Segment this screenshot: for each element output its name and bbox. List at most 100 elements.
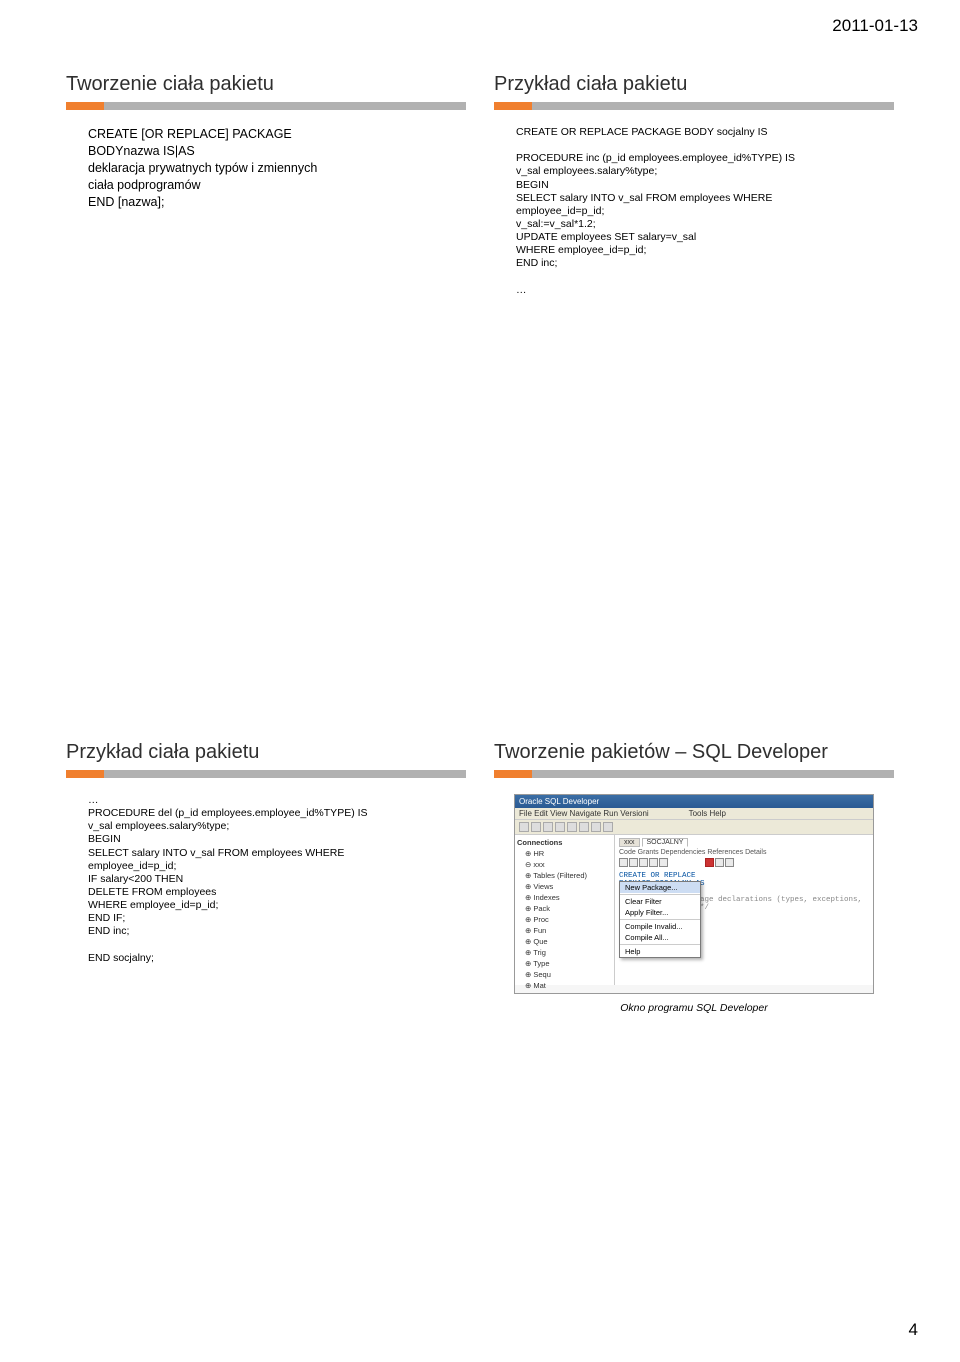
sqldev-screenshot: Oracle SQL Developer File Edit View Navi…	[514, 794, 874, 994]
slide-3-title: Przykład ciała pakietu	[66, 740, 466, 764]
editor-icon[interactable]	[619, 858, 628, 867]
line: DELETE FROM employees	[88, 886, 466, 899]
line: WHERE employee_id=p_id;	[516, 244, 894, 257]
tree-node[interactable]: ⊕ Que	[517, 936, 612, 947]
bar-muted	[532, 102, 894, 110]
ctx-item[interactable]: Compile Invalid...	[620, 921, 700, 932]
editor-icon[interactable]	[649, 858, 658, 867]
toolbar-icon[interactable]	[603, 822, 613, 832]
slide-4-caption: Okno programu SQL Developer	[494, 1002, 894, 1014]
bar-accent	[66, 770, 104, 778]
window-titlebar: Oracle SQL Developer	[515, 795, 873, 808]
toolbar-icon[interactable]	[519, 822, 529, 832]
editor-icon[interactable]	[639, 858, 648, 867]
line: BODYnazwa IS|AS	[88, 143, 466, 160]
toolbar-icon[interactable]	[555, 822, 565, 832]
toolbar-icon[interactable]	[579, 822, 589, 832]
toolbar-icon[interactable]	[543, 822, 553, 832]
line: SELECT salary INTO v_sal FROM employees …	[88, 847, 466, 860]
tree-node[interactable]: ⊕ Proc	[517, 914, 612, 925]
line: WHERE employee_id=p_id;	[88, 899, 466, 912]
line	[88, 938, 466, 951]
line: ciała podprogramów	[88, 177, 466, 194]
line: END inc;	[516, 257, 894, 270]
page-date: 2011-01-13	[832, 16, 918, 36]
tree-node[interactable]: ⊕ Type	[517, 958, 612, 969]
tree-node[interactable]: ⊕ Views	[517, 881, 612, 892]
line	[516, 270, 894, 283]
bar-accent	[66, 102, 104, 110]
slide-1-title: Tworzenie ciała pakietu	[66, 72, 466, 96]
ctx-item[interactable]: Help	[620, 946, 700, 957]
editor-icon-run[interactable]	[705, 858, 714, 867]
line: END socjalny;	[88, 952, 466, 965]
line: employee_id=p_id;	[516, 205, 894, 218]
bar-muted	[104, 102, 466, 110]
ctx-divider	[620, 919, 700, 920]
editor-tab[interactable]: xxx	[619, 838, 640, 847]
ctx-divider	[620, 894, 700, 895]
toolbar[interactable]	[515, 820, 873, 835]
slide-1: Tworzenie ciała pakietu CREATE [OR REPLA…	[66, 72, 466, 210]
slide-4: Tworzenie pakietów – SQL Developer Oracl…	[494, 740, 894, 1014]
line: IF salary<200 THEN	[88, 873, 466, 886]
editor-tabs[interactable]: xxx SOCJALNY	[619, 838, 869, 847]
tree-node[interactable]: ⊕ Indexes	[517, 892, 612, 903]
editor-icon[interactable]	[629, 858, 638, 867]
tree-node[interactable]: ⊕ Pack	[517, 903, 612, 914]
editor-toolbar[interactable]	[619, 858, 869, 870]
slide-3: Przykład ciała pakietu … PROCEDURE del (…	[66, 740, 466, 965]
tree-node[interactable]: ⊕ Sequ	[517, 969, 612, 980]
toolbar-icon[interactable]	[567, 822, 577, 832]
tree-node[interactable]: ⊕ Trig	[517, 947, 612, 958]
line: CREATE OR REPLACE PACKAGE BODY socjalny …	[516, 126, 894, 139]
slide-4-bar	[494, 770, 894, 778]
ctx-item[interactable]: Clear Filter	[620, 896, 700, 907]
ctx-item-new-package[interactable]: New Package...	[620, 882, 700, 893]
line: v_sal employees.salary%type;	[88, 820, 466, 833]
line: UPDATE employees SET salary=v_sal	[516, 231, 894, 244]
connections-tree[interactable]: Connections ⊕ HR ⊖ xxx ⊕ Tables (Filtere…	[515, 835, 615, 985]
menu-bar[interactable]: File Edit View Navigate Run Versioni Too…	[515, 808, 873, 820]
slide-3-body: … PROCEDURE del (p_id employees.employee…	[66, 794, 466, 965]
editor-subtabs[interactable]: Code Grants Dependencies References Deta…	[619, 849, 869, 856]
slide-3-bar	[66, 770, 466, 778]
line: PROCEDURE inc (p_id employees.employee_i…	[516, 152, 894, 165]
bar-muted	[104, 770, 466, 778]
bar-accent	[494, 102, 532, 110]
toolbar-icon[interactable]	[591, 822, 601, 832]
bar-muted	[532, 770, 894, 778]
slide-2: Przykład ciała pakietu CREATE OR REPLACE…	[494, 72, 894, 297]
line: END inc;	[88, 925, 466, 938]
tree-node[interactable]: ⊕ Fun	[517, 925, 612, 936]
ctx-item[interactable]: Apply Filter...	[620, 907, 700, 918]
tree-node[interactable]: ⊕ Tables (Filtered)	[517, 870, 612, 881]
tree-root[interactable]: Connections	[517, 837, 612, 848]
line: CREATE [OR REPLACE] PACKAGE	[88, 126, 466, 143]
tree-node[interactable]: ⊖ xxx	[517, 859, 612, 870]
slide-4-title: Tworzenie pakietów – SQL Developer	[494, 740, 894, 764]
context-menu[interactable]: New Package... Clear Filter Apply Filter…	[619, 881, 701, 958]
code-line: CREATE OR REPLACE	[619, 872, 869, 880]
line: END IF;	[88, 912, 466, 925]
tree-node[interactable]: ⊕ HR	[517, 848, 612, 859]
tree-node[interactable]: ⊕ Mat	[517, 980, 612, 991]
editor-tab-active[interactable]: SOCJALNY	[642, 838, 689, 847]
line: …	[88, 794, 466, 807]
slide-2-bar	[494, 102, 894, 110]
line: deklaracja prywatnych typów i zmiennych	[88, 160, 466, 177]
toolbar-icon[interactable]	[531, 822, 541, 832]
ctx-item[interactable]: Compile All...	[620, 932, 700, 943]
slide-1-body: CREATE [OR REPLACE] PACKAGE BODYnazwa IS…	[66, 126, 466, 210]
editor-icon[interactable]	[715, 858, 724, 867]
line: v_sal:=v_sal*1.2;	[516, 218, 894, 231]
menu-right[interactable]: Tools Help	[689, 809, 726, 818]
bar-accent	[494, 770, 532, 778]
line: PROCEDURE del (p_id employees.employee_i…	[88, 807, 466, 820]
menu-left[interactable]: File Edit View Navigate Run Versioni	[519, 809, 649, 818]
line: employee_id=p_id;	[88, 860, 466, 873]
editor-icon[interactable]	[659, 858, 668, 867]
line: v_sal employees.salary%type;	[516, 165, 894, 178]
editor-icon[interactable]	[725, 858, 734, 867]
slide-2-body: CREATE OR REPLACE PACKAGE BODY socjalny …	[494, 126, 894, 297]
